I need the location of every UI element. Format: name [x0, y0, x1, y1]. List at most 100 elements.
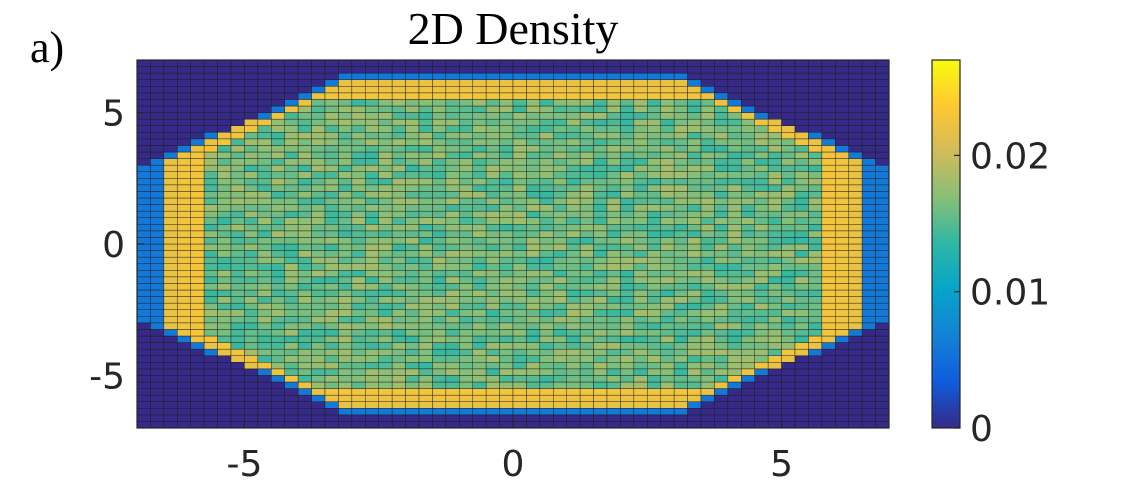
- heatmap-cell: [297, 421, 312, 429]
- heatmap-cell: [727, 105, 742, 113]
- heatmap-cell: [553, 355, 567, 363]
- heatmap-cell: [177, 191, 191, 199]
- heatmap-cell: [445, 112, 460, 120]
- heatmap-cell: [136, 191, 151, 199]
- heatmap-cell: [579, 217, 594, 225]
- heatmap-cell: [150, 302, 165, 310]
- heatmap-cell: [660, 197, 675, 205]
- heatmap-cell: [311, 66, 326, 74]
- heatmap-cell: [620, 322, 635, 330]
- heatmap-cell: [203, 283, 218, 291]
- heatmap-cell: [673, 138, 688, 146]
- heatmap-cell: [794, 171, 809, 179]
- heatmap-cell: [579, 72, 594, 80]
- heatmap-cell: [808, 309, 823, 317]
- heatmap-cell: [244, 243, 259, 251]
- heatmap-cell: [687, 421, 702, 429]
- heatmap-cell: [767, 224, 782, 232]
- heatmap-cell: [633, 296, 648, 304]
- heatmap-cell: [767, 335, 782, 343]
- heatmap-cell: [593, 151, 608, 159]
- heatmap-cell: [338, 151, 353, 159]
- heatmap-cell: [620, 256, 635, 264]
- heatmap-cell: [499, 92, 514, 100]
- heatmap-cell: [606, 118, 621, 126]
- heatmap-cell: [217, 105, 232, 113]
- heatmap-cell: [539, 171, 554, 179]
- heatmap-cell: [190, 184, 205, 192]
- heatmap-cell: [647, 243, 661, 251]
- heatmap-cell: [445, 256, 460, 264]
- heatmap-cell: [150, 276, 165, 284]
- heatmap-cell: [136, 178, 151, 186]
- heatmap-cell: [324, 296, 339, 304]
- heatmap-cell: [741, 296, 755, 304]
- heatmap-cell: [432, 302, 447, 310]
- heatmap-cell: [472, 362, 487, 370]
- heatmap-cell: [714, 401, 729, 409]
- heatmap-cell: [754, 151, 769, 159]
- heatmap-cell: [351, 138, 366, 146]
- heatmap-cell: [593, 335, 608, 343]
- heatmap-cell: [620, 197, 635, 205]
- heatmap-cell: [257, 86, 272, 94]
- heatmap-cell: [230, 309, 245, 317]
- heatmap-cell: [271, 394, 285, 402]
- heatmap-cell: [647, 79, 661, 87]
- heatmap-cell: [163, 224, 178, 232]
- heatmap-cell: [150, 164, 165, 172]
- heatmap-cell: [499, 256, 514, 264]
- heatmap-cell: [512, 217, 527, 225]
- heatmap-cell: [754, 72, 769, 80]
- heatmap-cell: [700, 217, 715, 225]
- heatmap-cell: [673, 263, 688, 271]
- heatmap-cell: [432, 256, 447, 264]
- heatmap-cell: [741, 197, 755, 205]
- heatmap-cell: [606, 178, 621, 186]
- heatmap-cell: [808, 263, 823, 271]
- heatmap-cell: [217, 401, 232, 409]
- heatmap-cell: [163, 342, 178, 350]
- heatmap-cell: [660, 348, 675, 356]
- heatmap-cell: [445, 368, 460, 376]
- heatmap-cell: [257, 414, 272, 422]
- heatmap-cell: [177, 125, 191, 133]
- heatmap-cell: [311, 151, 326, 159]
- heatmap-cell: [324, 125, 339, 133]
- heatmap-cell: [687, 184, 702, 192]
- heatmap-cell: [808, 335, 823, 343]
- heatmap-cell: [432, 112, 447, 120]
- heatmap-cell: [391, 375, 406, 383]
- heatmap-cell: [606, 362, 621, 370]
- heatmap-cell: [459, 289, 473, 297]
- heatmap-cell: [445, 243, 460, 251]
- heatmap-cell: [512, 394, 527, 402]
- heatmap-cell: [794, 388, 809, 396]
- heatmap-cell: [230, 237, 245, 245]
- heatmap-cell: [848, 362, 863, 370]
- heatmap-cell: [472, 66, 487, 74]
- heatmap-cell: [418, 394, 433, 402]
- heatmap-cell: [566, 342, 581, 350]
- heatmap-cell: [727, 99, 742, 107]
- heatmap-cell: [378, 256, 393, 264]
- heatmap-cell: [203, 145, 218, 153]
- heatmap-cell: [848, 335, 863, 343]
- heatmap-cell: [606, 72, 621, 80]
- heatmap-cell: [700, 125, 715, 133]
- heatmap-cell: [526, 237, 541, 245]
- heatmap-cell: [620, 289, 635, 297]
- heatmap-cell: [338, 92, 353, 100]
- heatmap-cell: [794, 178, 809, 186]
- heatmap-cell: [257, 421, 272, 429]
- heatmap-cell: [190, 414, 205, 422]
- heatmap-cell: [391, 381, 406, 389]
- heatmap-cell: [190, 210, 205, 218]
- heatmap-cell: [579, 309, 594, 317]
- heatmap-cell: [499, 191, 514, 199]
- heatmap-cell: [217, 118, 232, 126]
- heatmap-cell: [177, 394, 191, 402]
- heatmap-cell: [633, 72, 648, 80]
- heatmap-cell: [593, 256, 608, 264]
- heatmap-cell: [459, 368, 473, 376]
